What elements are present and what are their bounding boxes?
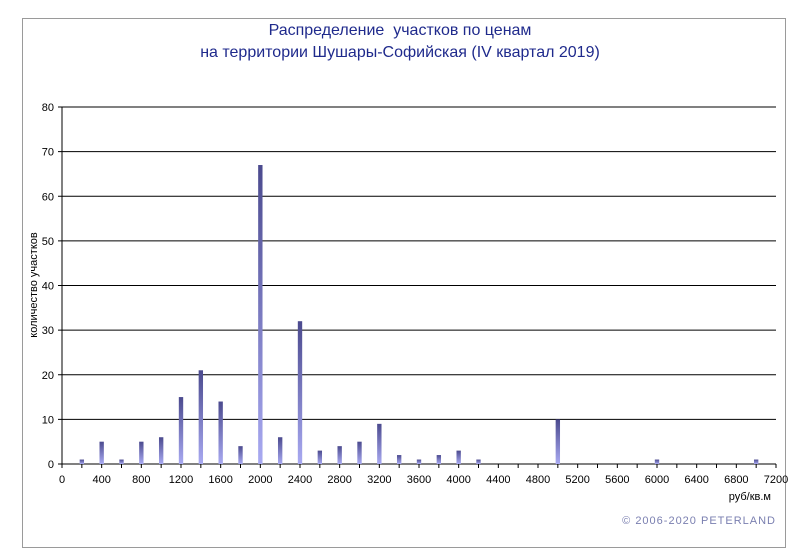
x-tick-label: 2000 (248, 474, 272, 486)
bar (139, 441, 144, 464)
y-tick-label: 40 (42, 281, 54, 293)
bar (198, 370, 204, 464)
x-tick-label: 1600 (208, 474, 232, 486)
y-tick-label: 0 (48, 459, 54, 471)
bar (277, 437, 283, 464)
chart-title-line-1: Распределение участков по ценам (268, 22, 532, 39)
x-tick-label: 5200 (565, 474, 589, 486)
bar (119, 459, 124, 464)
bars (79, 165, 759, 464)
bar (416, 459, 422, 464)
bar (218, 401, 223, 464)
axes (58, 106, 777, 468)
bar (555, 419, 561, 464)
bar (238, 446, 243, 464)
x-tick-labels: 0 400 800 1200 1600 2000 2400 2800 3200 3600 4000 4… (59, 474, 788, 486)
x-tick-label: 6400 (684, 474, 708, 486)
bar (654, 459, 660, 464)
bar (337, 446, 342, 464)
y-tick-label: 60 (42, 191, 54, 203)
bar (377, 423, 382, 464)
bar (99, 441, 104, 464)
bar (357, 441, 362, 464)
chart-title-line-2: на территории Шушары-Софийская (IV кварт… (200, 44, 600, 61)
x-tick-label: 4000 (446, 474, 470, 486)
y-tick-labels: 0 10 20 30 40 50 60 70 80 (42, 102, 54, 471)
x-tick-label: 6000 (645, 474, 669, 486)
x-tick-label: 6800 (724, 474, 748, 486)
y-tick-label: 50 (42, 236, 54, 248)
bar (158, 437, 164, 464)
y-tick-label: 30 (42, 325, 54, 337)
copyright-text: © 2006-2020 PETERLAND (622, 515, 776, 527)
y-tick-label: 70 (42, 147, 54, 159)
bar (436, 455, 442, 464)
x-tick-label: 4800 (526, 474, 550, 486)
bar (79, 459, 85, 464)
x-axis-label: руб/кв.м (729, 491, 771, 503)
x-tick-label: 2400 (288, 474, 312, 486)
chart-frame (22, 18, 786, 548)
y-tick-label: 80 (42, 102, 54, 114)
x-tick-label: 0 (59, 474, 65, 486)
bar (297, 321, 303, 464)
x-tick-label: 3600 (407, 474, 431, 486)
x-tick-label: 7200 (764, 474, 788, 486)
bar (258, 165, 263, 464)
bar (396, 455, 402, 464)
bar (476, 459, 481, 464)
y-tick-label: 20 (42, 370, 54, 382)
bar (317, 450, 323, 464)
bar (178, 397, 184, 464)
bar (456, 450, 461, 464)
chart-title: Распределение участков по ценам на терри… (0, 20, 800, 64)
gridlines (62, 106, 776, 420)
x-tick-label: 4400 (486, 474, 510, 486)
y-axis-label: количество участков (28, 232, 40, 338)
x-tick-label: 2800 (327, 474, 351, 486)
x-tick-label: 5600 (605, 474, 629, 486)
y-tick-label: 10 (42, 414, 54, 426)
bar (753, 459, 759, 464)
x-tick-label: 800 (132, 474, 150, 486)
x-tick-label: 1200 (169, 474, 193, 486)
x-tick-label: 3200 (367, 474, 391, 486)
x-tick-label: 400 (92, 474, 110, 486)
